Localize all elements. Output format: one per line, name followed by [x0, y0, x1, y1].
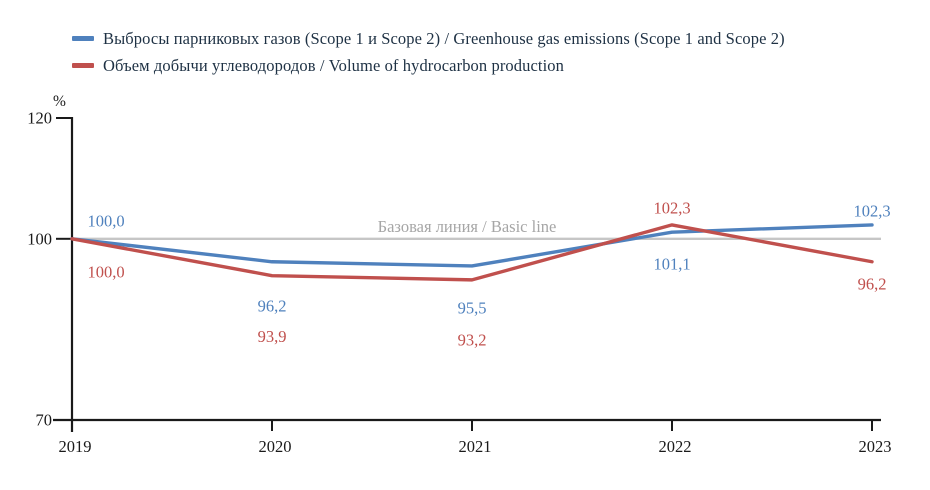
y-tick-label: 100: [27, 229, 52, 248]
y-axis-unit-label: %: [53, 93, 66, 110]
series-line-0: [70, 223, 874, 268]
baseline-label: Базовая линия / Basic line: [378, 217, 557, 236]
x-tick-label: 2019: [59, 437, 92, 456]
legend-label-emissions: Выбросы парниковых газов (Scope 1 и Scop…: [103, 28, 785, 48]
data-label-series-1: 96,2: [858, 274, 887, 293]
x-tick-label: 2022: [659, 437, 692, 456]
legend-item-production: Объем добычи углеводородов / Volume of h…: [72, 52, 785, 79]
data-label-series-0: 96,2: [258, 296, 287, 315]
data-label-series-0: 95,5: [458, 298, 487, 317]
y-tick-label: 120: [27, 109, 52, 128]
data-label-series-1: 102,3: [653, 198, 690, 217]
data-label-series-1: 93,2: [458, 330, 487, 349]
data-label-series-0: 102,3: [853, 201, 890, 220]
legend-label-production: Объем добычи углеводородов / Volume of h…: [103, 55, 564, 75]
data-label-series-0: 101,1: [653, 255, 690, 274]
data-label-series-1: 93,9: [258, 327, 287, 346]
data-label-series-1: 100,0: [87, 262, 124, 281]
y-tick-label: 70: [36, 411, 53, 430]
x-tick-label: 2020: [259, 437, 292, 456]
legend-marker-emissions-icon: [72, 36, 94, 41]
series-line-1: [70, 223, 874, 282]
x-tick-label: 2023: [859, 437, 892, 456]
data-label-series-0: 100,0: [87, 211, 124, 230]
x-tick-label: 2021: [459, 437, 492, 456]
legend-item-emissions: Выбросы парниковых газов (Scope 1 и Scop…: [72, 25, 785, 52]
legend-marker-production-icon: [72, 63, 94, 68]
legend: Выбросы парниковых газов (Scope 1 и Scop…: [72, 25, 785, 79]
